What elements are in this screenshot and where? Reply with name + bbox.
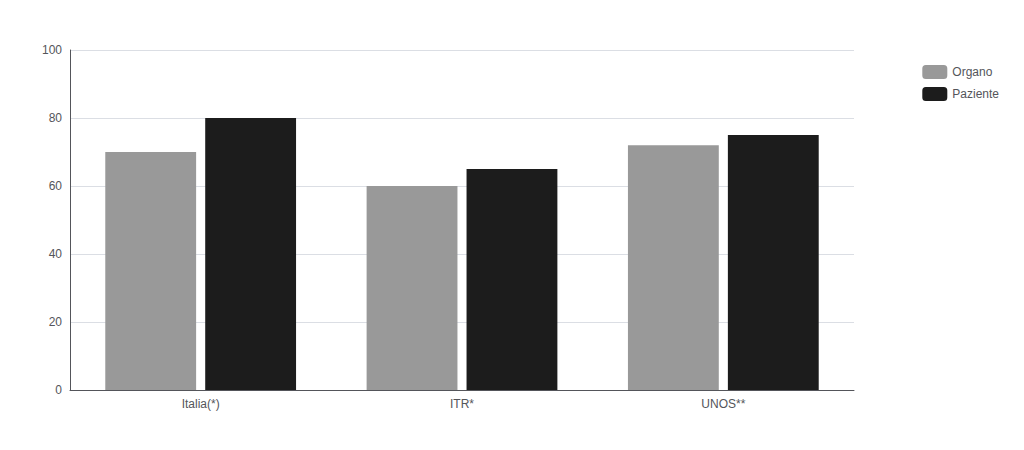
svg-text:40: 40	[49, 247, 63, 261]
svg-text:Paziente: Paziente	[952, 87, 999, 101]
svg-text:80: 80	[49, 111, 63, 125]
svg-text:0: 0	[55, 383, 62, 397]
svg-text:Organo: Organo	[952, 65, 992, 79]
svg-text:20: 20	[49, 315, 63, 329]
svg-text:60: 60	[49, 179, 63, 193]
svg-text:Italia(*): Italia(*)	[182, 397, 220, 411]
svg-text:ITR*: ITR*	[450, 397, 474, 411]
svg-text:100: 100	[42, 43, 62, 57]
svg-text:UNOS**: UNOS**	[701, 397, 745, 411]
